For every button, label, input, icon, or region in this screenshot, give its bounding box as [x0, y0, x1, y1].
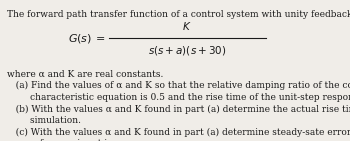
Text: where α and K are real constants.: where α and K are real constants.	[7, 70, 163, 79]
Text: (c) With the values α and K found in part (a) determine steady-sate errors of th: (c) With the values α and K found in par…	[7, 128, 350, 137]
Text: The forward path transfer function of a control system with unity feedback is: The forward path transfer function of a …	[7, 10, 350, 19]
Text: characteristic equation is 0.5 and the rise time of the unit-step response is ap: characteristic equation is 0.5 and the r…	[7, 93, 350, 102]
Text: $s(s + a)(s + 30)$: $s(s + a)(s + 30)$	[148, 44, 226, 57]
Text: simulation.: simulation.	[7, 116, 81, 125]
Text: (b) With the values α and K found in part (a) determine the actual rise time usi: (b) With the values α and K found in par…	[7, 104, 350, 114]
Text: reference input is:: reference input is:	[7, 139, 115, 141]
Text: $K$: $K$	[182, 20, 192, 32]
Text: $G(s)\, =$: $G(s)\, =$	[68, 32, 105, 45]
Text: (a) Find the values of α and K so that the relative damping ratio of the complex: (a) Find the values of α and K so that t…	[7, 81, 350, 91]
